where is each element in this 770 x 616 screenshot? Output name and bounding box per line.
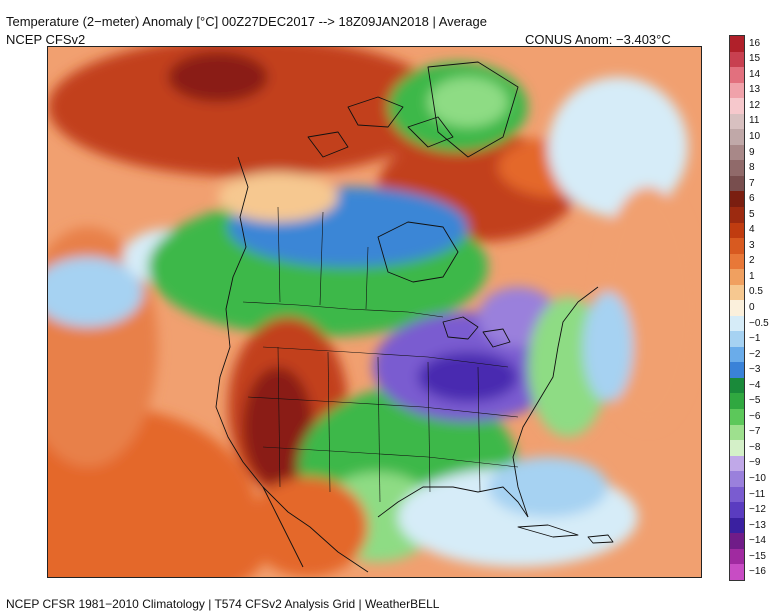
anomaly-map-canvas [48, 47, 701, 577]
colorbar-label: 12 [749, 99, 761, 111]
colorbar-label: 0.5 [749, 286, 763, 298]
political-borders [242, 206, 519, 503]
colorbar-swatch [730, 533, 744, 550]
colorbar [729, 35, 745, 581]
colorbar-swatch [730, 331, 744, 348]
colorbar-swatch [730, 175, 744, 192]
colorbar-label: 11 [749, 115, 760, 127]
colorbar-label: −1 [749, 333, 761, 345]
colorbar-swatch [730, 424, 744, 441]
colorbar-swatch [730, 440, 744, 457]
colorbar-label: 14 [749, 68, 761, 80]
colorbar-label: 9 [749, 146, 755, 158]
colorbar-swatch [730, 362, 744, 379]
colorbar-swatch [730, 113, 744, 130]
data-source-footer: NCEP CFSR 1981−2010 Climatology | T574 C… [6, 597, 440, 611]
map-title: Temperature (2−meter) Anomaly [°C] 00Z27… [6, 14, 487, 29]
colorbar-label: −2 [749, 348, 761, 360]
colorbar-label: −5 [749, 395, 761, 407]
colorbar-label: 2 [749, 255, 755, 267]
colorbar-label: −15 [749, 550, 766, 562]
colorbar-swatch [730, 455, 744, 472]
colorbar-swatch [730, 206, 744, 223]
colorbar-swatch [730, 409, 744, 426]
colorbar-swatch [730, 129, 744, 146]
colorbar-label: 15 [749, 53, 761, 65]
colorbar-swatch [730, 548, 744, 565]
colorbar-swatch [730, 502, 744, 519]
colorbar-label: −3 [749, 364, 761, 376]
colorbar-swatch [730, 315, 744, 332]
colorbar-label: −7 [749, 426, 761, 438]
anomaly-map [47, 46, 702, 578]
colorbar-swatch [730, 144, 744, 161]
colorbar-label: −16 [749, 566, 766, 578]
colorbar-label: −13 [749, 519, 766, 531]
colorbar-label: 3 [749, 239, 755, 251]
colorbar-label: −10 [749, 472, 766, 484]
colorbar-swatch [730, 36, 744, 53]
model-name: NCEP CFSv2 [6, 32, 86, 47]
colorbar-swatch [730, 300, 744, 317]
colorbar-label: 0 [749, 302, 755, 313]
colorbar-label: −11 [749, 488, 766, 500]
colorbar-swatch [730, 564, 744, 581]
colorbar-label: 4 [749, 224, 755, 236]
colorbar-swatch [730, 517, 744, 534]
colorbar-swatch [730, 284, 744, 301]
colorbar-swatch [730, 191, 744, 208]
colorbar-label: 6 [749, 193, 755, 205]
colorbar-swatch [730, 98, 744, 115]
colorbar-label: −0.5 [749, 317, 769, 329]
colorbar-label: −4 [749, 379, 761, 391]
colorbar-swatch [730, 82, 744, 99]
colorbar-label: 16 [749, 37, 761, 49]
colorbar-label: −14 [749, 535, 766, 547]
colorbar-swatch [730, 346, 744, 363]
colorbar-label: 10 [749, 131, 761, 143]
colorbar-swatch [730, 471, 744, 488]
colorbar-label: −8 [749, 441, 761, 453]
coastlines [215, 61, 614, 573]
colorbar-label: −9 [749, 457, 761, 469]
colorbar-swatch [730, 160, 744, 177]
colorbar-label: −6 [749, 410, 761, 422]
colorbar-swatch [730, 222, 744, 239]
colorbar-label: 8 [749, 162, 755, 174]
colorbar-swatch [730, 269, 744, 286]
colorbar-swatch [730, 393, 744, 410]
colorbar-label: −12 [749, 504, 766, 516]
conus-anomaly-readout: CONUS Anom: −3.403°C [525, 32, 671, 47]
colorbar-swatch [730, 67, 744, 84]
colorbar-label: 13 [749, 84, 761, 96]
colorbar-swatch [730, 51, 744, 68]
colorbar-swatch [730, 253, 744, 270]
colorbar-label: 7 [749, 177, 755, 189]
colorbar-label: 1 [749, 270, 755, 282]
colorbar-swatch [730, 377, 744, 394]
colorbar-label: 5 [749, 208, 755, 220]
colorbar-swatch [730, 486, 744, 503]
anomaly-field [48, 47, 698, 577]
colorbar-swatch [730, 238, 744, 255]
